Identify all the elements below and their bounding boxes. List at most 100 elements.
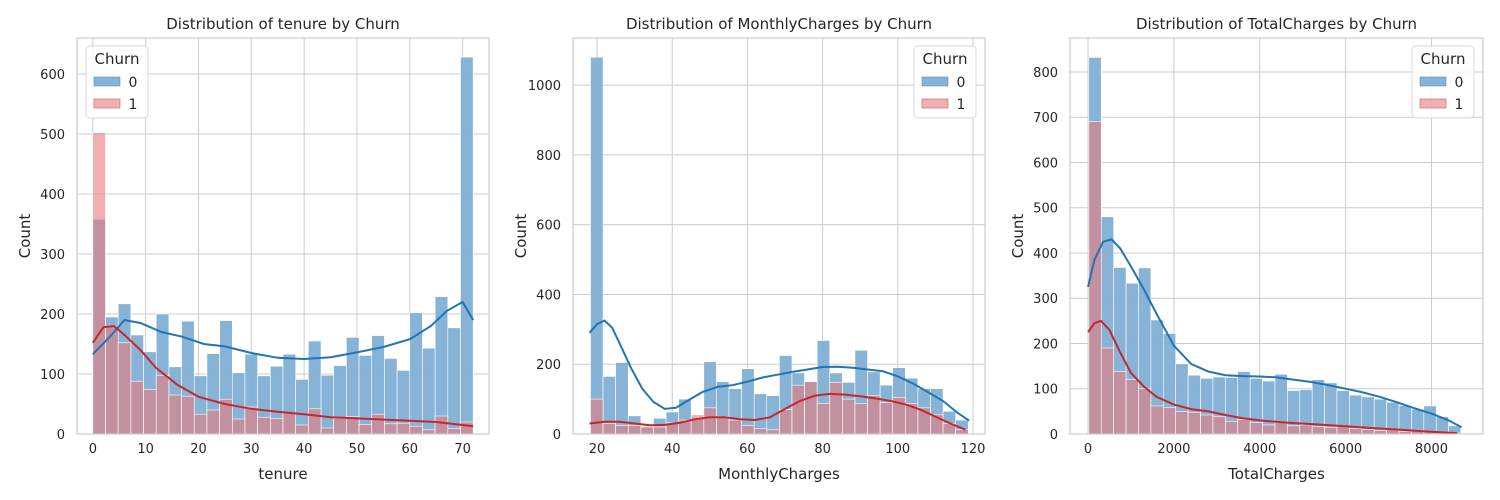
histogram-bar-churn-1 bbox=[257, 416, 271, 435]
histogram-bar-churn-1 bbox=[590, 398, 604, 435]
histogram-bar-churn-1 bbox=[1225, 421, 1239, 435]
y-tick-label: 300 bbox=[1033, 292, 1058, 307]
histogram-bar-churn-1 bbox=[1187, 411, 1201, 435]
histogram-bar-churn-1 bbox=[1175, 411, 1189, 435]
histogram-bar-churn-1 bbox=[460, 421, 474, 435]
legend-swatch-churn-0 bbox=[921, 76, 949, 87]
histogram-bar-churn-1 bbox=[753, 428, 768, 435]
y-tick-label: 500 bbox=[1033, 202, 1058, 217]
histogram-bar-churn-1 bbox=[1212, 416, 1226, 435]
histogram-bar-churn-1 bbox=[741, 424, 755, 435]
y-tick-label: 400 bbox=[40, 188, 65, 203]
y-tick-label: 200 bbox=[40, 308, 65, 323]
y-tick-label: 700 bbox=[1033, 111, 1058, 126]
kde-line-churn-1 bbox=[589, 392, 966, 431]
histogram-bar-churn-0 bbox=[358, 355, 373, 435]
histogram-bar-churn-1 bbox=[92, 132, 106, 435]
histogram-bar-churn-1 bbox=[358, 424, 373, 435]
x-axis-label: tenure bbox=[258, 465, 307, 483]
histogram-bar-churn-1 bbox=[1299, 424, 1313, 435]
histogram-bar-churn-1 bbox=[1349, 428, 1363, 435]
y-tick-label: 800 bbox=[536, 149, 561, 164]
histogram-bar-churn-1 bbox=[371, 413, 385, 435]
x-tick-label: 40 bbox=[664, 442, 681, 457]
kde-line-churn-1 bbox=[1087, 319, 1458, 435]
histogram-bar-churn-1 bbox=[244, 406, 258, 435]
y-tick-label: 400 bbox=[1033, 247, 1058, 262]
histogram-bar-churn-1 bbox=[1361, 429, 1375, 435]
legend: Churn 0 1 bbox=[85, 45, 149, 119]
histogram-bar-churn-1 bbox=[1237, 419, 1251, 435]
legend-label-churn-0: 0 bbox=[129, 75, 138, 91]
chart-title: Distribution of TotalCharges by Churn bbox=[1136, 15, 1417, 33]
histogram-bar-churn-1 bbox=[308, 408, 322, 435]
kde-line-churn-1 bbox=[91, 324, 474, 428]
histogram-bar-churn-0 bbox=[460, 56, 474, 435]
y-axis-label: Count bbox=[16, 214, 34, 259]
kde-line-churn-0 bbox=[92, 300, 475, 361]
y-tick-label: 600 bbox=[536, 219, 561, 234]
histogram-bar-churn-0 bbox=[1423, 405, 1437, 435]
x-tick-label: 40 bbox=[296, 442, 313, 457]
y-tick-label: 0 bbox=[1050, 428, 1058, 443]
x-tick-label: 20 bbox=[589, 442, 606, 457]
histogram-bar-churn-1 bbox=[155, 374, 170, 435]
histogram-bar-churn-1 bbox=[1113, 371, 1127, 435]
histogram-bar-churn-1 bbox=[1274, 422, 1288, 435]
histogram-bar-churn-1 bbox=[168, 394, 182, 435]
legend-swatch-churn-1 bbox=[1419, 98, 1447, 109]
histogram-bar-churn-1 bbox=[1162, 407, 1176, 435]
histogram-bar-churn-1 bbox=[1125, 379, 1139, 435]
histogram-bar-churn-1 bbox=[117, 342, 132, 435]
legend: Churn 0 1 bbox=[913, 45, 977, 119]
histogram-bar-churn-1 bbox=[766, 429, 780, 435]
legend-swatch-churn-0 bbox=[1419, 76, 1447, 87]
y-tick-label: 600 bbox=[1033, 156, 1058, 171]
histogram-bar-churn-0 bbox=[590, 56, 604, 435]
histogram-bar-churn-1 bbox=[779, 409, 793, 435]
histogram-bar-churn-0 bbox=[741, 368, 755, 435]
histogram-bar-churn-1 bbox=[396, 422, 411, 435]
y-tick-label: 400 bbox=[536, 288, 561, 303]
histogram-bar-churn-1 bbox=[955, 429, 969, 435]
histogram-bar-churn-0 bbox=[447, 327, 461, 435]
histogram-bar-churn-1 bbox=[206, 409, 220, 435]
chart-title: Distribution of MonthlyCharges by Churn bbox=[626, 15, 932, 33]
y-tick-label: 100 bbox=[1033, 383, 1058, 398]
legend-label-churn-1: 1 bbox=[957, 97, 966, 113]
x-tick-label: 60 bbox=[739, 442, 756, 457]
y-tick-label: 200 bbox=[536, 358, 561, 373]
chart-panel-2: 0 2000 4000 6000 800001002003004005006007008… bbox=[1009, 15, 1484, 483]
x-tick-label: 60 bbox=[401, 442, 418, 457]
legend-label-churn-0: 0 bbox=[1455, 75, 1464, 91]
histogram-bar-churn-1 bbox=[703, 407, 717, 435]
histogram-bar-churn-1 bbox=[143, 389, 157, 435]
x-tick-label: 30 bbox=[243, 442, 260, 457]
histogram-bar-churn-1 bbox=[867, 395, 881, 435]
y-axis-label: Count bbox=[1009, 214, 1027, 259]
histogram-bar-churn-1 bbox=[1150, 405, 1164, 435]
y-axis-label: Count bbox=[512, 214, 530, 259]
x-tick-label: 100 bbox=[885, 442, 910, 457]
x-axis-label: MonthlyCharges bbox=[718, 465, 840, 483]
legend: Churn 0 1 bbox=[1411, 45, 1475, 119]
legend-label-churn-1: 1 bbox=[1455, 97, 1464, 113]
histogram-bar-churn-1 bbox=[829, 382, 843, 435]
histogram-bar-churn-1 bbox=[602, 423, 616, 435]
histogram-bar-churn-1 bbox=[422, 429, 436, 435]
x-tick-label: 4000 bbox=[1243, 442, 1276, 457]
histogram-bar-churn-1 bbox=[615, 424, 629, 435]
axes-frame bbox=[1069, 37, 1484, 435]
x-tick-label: 120 bbox=[961, 442, 986, 457]
kde-line-churn-0 bbox=[1087, 238, 1462, 429]
histogram-bar-churn-1 bbox=[282, 412, 296, 435]
y-tick-label: 100 bbox=[40, 368, 65, 383]
x-tick-label: 0 bbox=[89, 442, 97, 457]
histogram-bar-churn-0 bbox=[320, 374, 335, 435]
x-tick-label: 6000 bbox=[1329, 442, 1362, 457]
y-tick-label: 500 bbox=[40, 128, 65, 143]
axes-frame bbox=[76, 37, 490, 435]
chart-title: Distribution of tenure by Churn bbox=[166, 15, 400, 33]
histogram-bar-churn-1 bbox=[1249, 422, 1263, 435]
